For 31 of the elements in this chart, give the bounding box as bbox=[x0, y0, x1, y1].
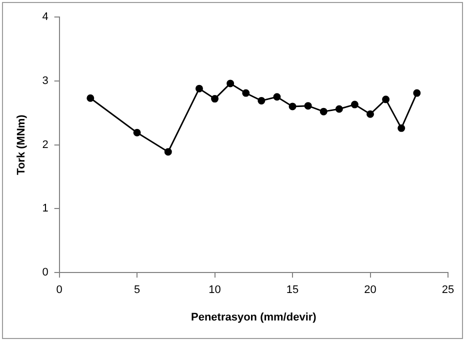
point bbox=[413, 89, 421, 97]
point bbox=[366, 110, 374, 118]
y-tick-label: 0 bbox=[42, 266, 48, 279]
x-tick-label: 10 bbox=[208, 284, 221, 296]
y-tick-label: 1 bbox=[42, 202, 48, 215]
x-tick-label: 25 bbox=[442, 284, 454, 296]
x-tick-label: 15 bbox=[286, 284, 299, 296]
point bbox=[195, 84, 203, 92]
point bbox=[350, 100, 358, 108]
point bbox=[226, 80, 234, 88]
y-tick-label: 4 bbox=[42, 11, 48, 24]
point bbox=[211, 95, 219, 103]
point bbox=[335, 105, 343, 113]
point bbox=[398, 124, 406, 132]
y-axis-title: Tork (MNm) bbox=[16, 114, 28, 175]
point bbox=[242, 89, 250, 97]
point bbox=[304, 102, 312, 110]
point bbox=[258, 96, 266, 104]
x-axis-title: Penetrasyon (mm/devir) bbox=[190, 311, 317, 324]
x-tick-label: 5 bbox=[134, 284, 140, 296]
y-tick-label: 3 bbox=[42, 74, 48, 87]
x-tick-label: 0 bbox=[56, 284, 62, 296]
point bbox=[288, 102, 296, 110]
y-tick-label: 2 bbox=[42, 138, 48, 151]
point bbox=[273, 93, 281, 101]
point bbox=[86, 94, 94, 102]
point bbox=[320, 108, 328, 116]
x-tick-label: 20 bbox=[364, 284, 376, 296]
point bbox=[164, 148, 172, 156]
point bbox=[382, 96, 390, 104]
point bbox=[133, 128, 141, 136]
